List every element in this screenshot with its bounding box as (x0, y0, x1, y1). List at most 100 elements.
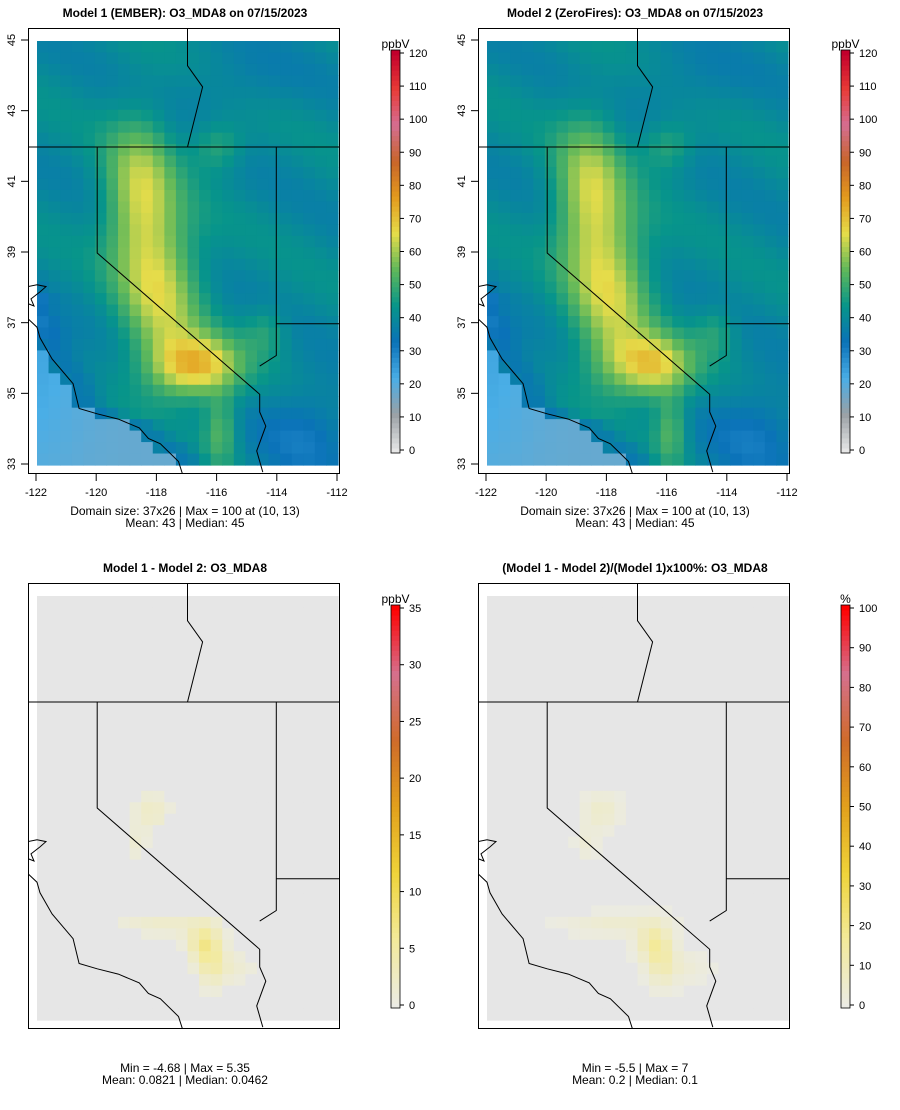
grid-cell (152, 630, 165, 643)
grid-cell (614, 121, 627, 134)
grid-cell (245, 121, 258, 134)
grid-cell (164, 641, 177, 654)
grid-cell (544, 247, 558, 260)
grid-cell (614, 178, 627, 191)
grid-cell (83, 641, 96, 654)
grid-cell (776, 687, 789, 700)
grid-cell (706, 304, 720, 317)
grid-cell (660, 664, 673, 677)
colorbar-step (841, 846, 850, 853)
grid-cell (568, 641, 581, 654)
grid-cell (291, 641, 304, 654)
grid-cell (129, 962, 142, 975)
grid-cell (60, 848, 73, 861)
grid-cell (291, 1008, 304, 1021)
grid-cell (764, 247, 778, 260)
grid-cell (498, 802, 511, 815)
grid-cell (187, 338, 200, 352)
colorbar-step (391, 927, 400, 933)
grid-cell (741, 316, 754, 329)
colorbar-step (841, 90, 850, 96)
stats-line-2: Mean: 43 | Median: 45 (125, 516, 245, 530)
grid-cell (268, 109, 281, 122)
grid-cell (233, 905, 246, 918)
grid-cell (753, 86, 766, 99)
grid-cell (695, 676, 708, 689)
colorbar-step (841, 871, 850, 878)
grid-cell (210, 430, 223, 443)
border-line (709, 147, 727, 367)
grid-cell (291, 756, 304, 769)
grid-cell (187, 939, 200, 952)
grid-cell (37, 442, 50, 455)
grid-cell (210, 710, 223, 723)
grid-cell (695, 407, 708, 420)
grid-cell (683, 109, 696, 122)
grid-cell (60, 905, 73, 918)
grid-cell (71, 997, 84, 1010)
grid-cell (210, 373, 223, 386)
grid-cell (37, 997, 50, 1010)
grid-cell (199, 859, 212, 872)
grid-cell (303, 997, 316, 1010)
grid-cell (637, 270, 650, 283)
grid-cell (94, 596, 108, 609)
grid-cell (94, 779, 108, 792)
grid-cell (544, 189, 558, 203)
grid-cell (625, 361, 639, 374)
grid-cell (741, 75, 754, 88)
grid-cell (753, 722, 766, 735)
grid-cell (83, 951, 96, 964)
colorbar-step (841, 866, 850, 873)
grid-cell (568, 419, 581, 432)
grid-cell (625, 710, 639, 723)
grid-cell (106, 928, 119, 941)
grid-cell (268, 710, 281, 723)
grid-cell (268, 419, 281, 432)
grid-cell (718, 836, 731, 849)
grid-cell (48, 304, 61, 317)
grid-cell (741, 1008, 754, 1021)
grid-cell (222, 338, 235, 352)
grid-cell (695, 802, 708, 815)
grid-cell (222, 63, 235, 76)
grid-cell (568, 338, 581, 352)
grid-cell (326, 744, 339, 758)
border-line (29, 319, 183, 473)
grid-cell (222, 201, 235, 214)
colorbar-tick-label: 70 (859, 722, 871, 734)
grid-cell (521, 407, 534, 420)
grid-cell (233, 722, 246, 735)
grid-cell (521, 327, 534, 340)
grid-cell (625, 882, 639, 895)
grid-cell (579, 1008, 592, 1021)
grid-cell (718, 630, 731, 643)
grid-cell (175, 132, 189, 145)
grid-cell (683, 201, 696, 214)
grid-cell (152, 974, 165, 987)
grid-cell (268, 52, 281, 65)
grid-cell (533, 893, 546, 907)
grid-cell (579, 928, 592, 941)
grid-cell (764, 98, 778, 111)
grid-cell (291, 664, 304, 677)
grid-cell (268, 98, 281, 111)
grid-cell (129, 178, 142, 191)
grid-cell (256, 871, 270, 884)
grid-cell (487, 350, 500, 363)
grid-cell (683, 132, 696, 145)
grid-cell (326, 997, 339, 1010)
grid-cell (510, 75, 523, 88)
grid-cell (326, 1008, 339, 1021)
grid-cell (568, 373, 581, 386)
colorbar-step (841, 95, 850, 101)
grid-cell (83, 596, 96, 609)
grid-cell (314, 327, 328, 340)
grid-cell (510, 430, 523, 443)
grid-cell (498, 664, 511, 677)
grid-cell (730, 407, 743, 420)
grid-cell (579, 836, 592, 849)
grid-cell (291, 235, 304, 248)
grid-cell (129, 607, 142, 620)
grid-cell (303, 790, 316, 803)
